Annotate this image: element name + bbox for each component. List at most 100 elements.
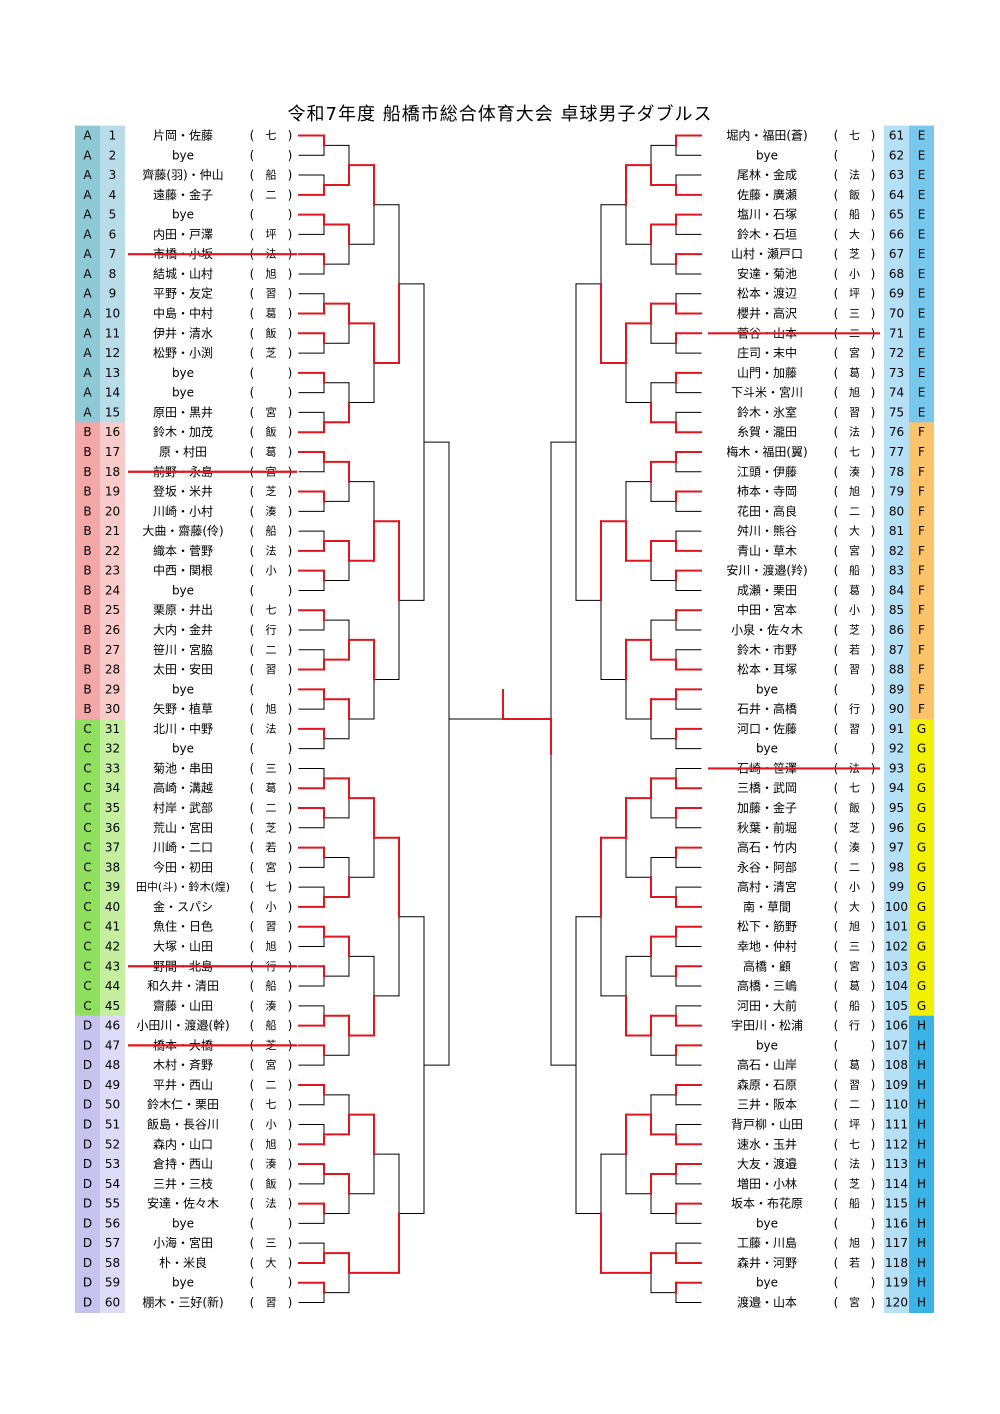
pair-names: bye [172, 742, 194, 756]
paren-close: ) [871, 445, 876, 459]
pair-names: 高橋・三嶋 [737, 978, 797, 993]
seed-number: 109 [885, 1078, 908, 1092]
seed-number: 6 [109, 227, 117, 241]
club-label: 葛 [266, 782, 277, 795]
paren-close: ) [288, 564, 293, 578]
group-label: G [917, 939, 926, 953]
group-cell [75, 956, 100, 977]
seed-number: 54 [105, 1177, 120, 1191]
pair-names: 鈴木・石垣 [737, 226, 797, 241]
paren-close: ) [871, 603, 876, 617]
seed-number: 112 [885, 1137, 908, 1151]
seed-number: 23 [105, 564, 120, 578]
club-label: 法 [849, 168, 860, 182]
seed-number: 107 [885, 1038, 908, 1052]
paren-open: ( [250, 722, 255, 736]
group-cell [75, 184, 100, 206]
paren-open: ( [250, 860, 255, 874]
group-cell [909, 1253, 934, 1274]
group-label: G [917, 880, 926, 894]
paren-open: ( [250, 801, 255, 815]
group-cell [909, 382, 934, 404]
group-label: B [83, 524, 91, 538]
seed-number: 73 [889, 366, 904, 380]
paren-close: ) [871, 801, 876, 815]
group-label: D [83, 1157, 92, 1171]
club-label: 宮 [266, 405, 277, 419]
paren-close: ) [288, 1118, 293, 1132]
pair-names: 堀内・福田(蒼) [726, 128, 807, 143]
seed-cell [884, 145, 909, 166]
paren-close: ) [288, 1157, 293, 1171]
club-label: 船 [849, 563, 860, 577]
seed-cell [884, 501, 909, 522]
paren-open: ( [250, 821, 255, 835]
seed-number: 45 [105, 999, 120, 1013]
group-label: A [83, 405, 92, 419]
group-cell [909, 283, 934, 305]
paren-open: ( [250, 1098, 255, 1112]
group-label: F [918, 643, 925, 657]
seed-cell [884, 362, 909, 384]
club-label: 大 [849, 899, 860, 913]
seed-number: 66 [889, 227, 904, 241]
group-label: B [83, 682, 91, 696]
group-cell [909, 1114, 934, 1135]
seed-cell [100, 1213, 125, 1234]
seed-number: 75 [889, 405, 904, 419]
seed-number: 47 [105, 1038, 120, 1052]
group-cell [909, 204, 934, 226]
club-label: 湊 [849, 464, 860, 478]
seed-cell [100, 1233, 125, 1254]
pair-names: bye [172, 366, 194, 380]
seed-cell [884, 738, 909, 760]
paren-open: ( [834, 188, 839, 202]
club-label: 二 [849, 861, 860, 874]
paren-close: ) [288, 129, 293, 143]
paren-open: ( [834, 1296, 839, 1310]
group-cell [909, 303, 934, 325]
paren-close: ) [871, 920, 876, 934]
group-cell [909, 422, 934, 443]
group-cell [909, 976, 934, 997]
paren-open: ( [834, 227, 839, 241]
paren-open: ( [250, 603, 255, 617]
club-label: 七 [849, 782, 860, 795]
seed-cell [100, 224, 125, 245]
seed-number: 102 [885, 939, 908, 953]
seed-number: 24 [105, 583, 120, 597]
paren-open: ( [250, 761, 255, 775]
group-cell [909, 560, 934, 582]
seed-number: 32 [105, 742, 120, 756]
seed-number: 106 [885, 1019, 908, 1033]
seed-cell [884, 422, 909, 443]
seed-cell [884, 857, 909, 878]
seed-number: 113 [885, 1157, 908, 1171]
group-label: F [918, 583, 925, 597]
seed-number: 14 [105, 386, 120, 400]
paren-close: ) [871, 544, 876, 558]
group-label: C [83, 999, 91, 1013]
seed-cell [884, 976, 909, 997]
group-label: A [83, 307, 92, 321]
seed-cell [884, 639, 909, 661]
group-label: E [918, 168, 926, 182]
club-label: 七 [266, 881, 277, 894]
seed-number: 7 [109, 247, 117, 261]
paren-close: ) [288, 227, 293, 241]
pair-names: 原・村田 [159, 445, 207, 459]
seed-number: 78 [889, 465, 904, 479]
paren-open: ( [834, 979, 839, 993]
group-cell [909, 1055, 934, 1076]
group-label: C [83, 959, 91, 973]
group-label: G [917, 920, 926, 934]
paren-open: ( [834, 208, 839, 222]
seed-cell [884, 956, 909, 977]
paren-open: ( [834, 1098, 839, 1112]
group-cell [75, 1173, 100, 1195]
group-label: D [83, 1038, 92, 1052]
group-label: D [83, 1019, 92, 1033]
seed-number: 18 [105, 465, 120, 479]
paren-open: ( [250, 583, 255, 597]
paren-open: ( [834, 939, 839, 953]
